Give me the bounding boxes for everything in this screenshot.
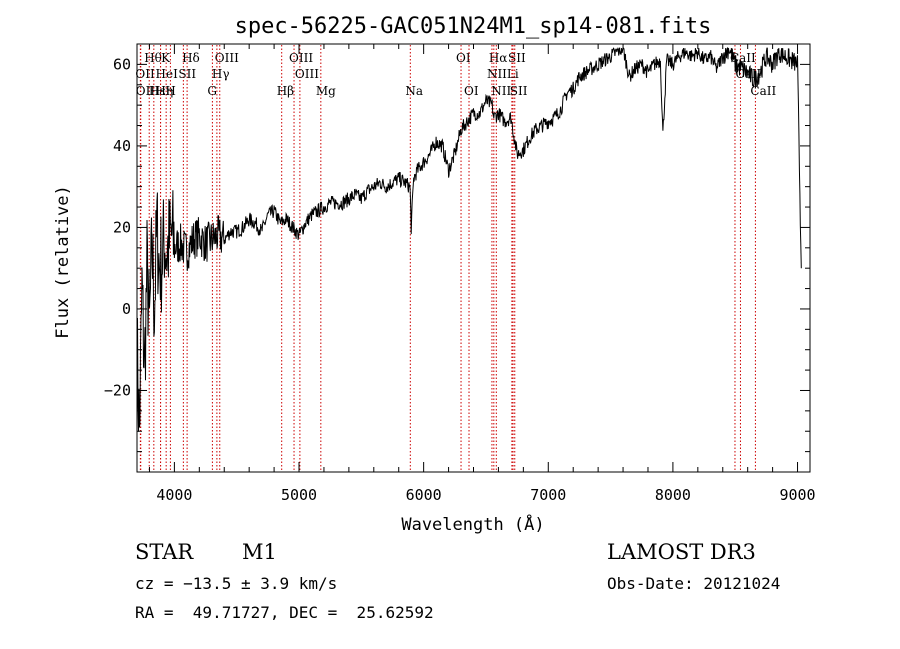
spectrum-line [136, 46, 802, 432]
plot-frame [136, 43, 811, 473]
y-tick-label: −20 [104, 381, 131, 399]
x-tick-label: 6000 [406, 486, 442, 504]
y-axis-label: Flux (relative) [53, 185, 73, 339]
line-label-sii: SII [178, 67, 196, 81]
line-label-mg: Mg [316, 84, 336, 98]
line-label-hη: Hη [156, 84, 174, 98]
line-label-caii: CaII [750, 84, 776, 98]
chart-title: spec-56225-GAC051N24M1_sp14-081.fits [235, 14, 712, 39]
redshift-readout: cz = −13.5 ± 3.9 km/s [135, 574, 338, 593]
spectrum-series [136, 46, 802, 432]
line-label-sii: SII [508, 51, 526, 65]
y-tick-label: 60 [113, 55, 131, 73]
object-class: STAR [135, 540, 194, 564]
line-label-oiii: OIII [289, 51, 313, 65]
line-label-oiii: OIII [295, 67, 319, 81]
object-subclass: M1 [242, 540, 277, 564]
line-label-oi: OI [464, 84, 479, 98]
line-label-hβ: Hβ [277, 84, 294, 98]
line-label-hα: Hα [489, 51, 508, 65]
survey-name: LAMOST DR3 [607, 540, 756, 564]
line-label-hε: Hε [149, 84, 166, 98]
line-label-hei: HeI [156, 67, 179, 81]
x-tick-label: 8000 [655, 486, 691, 504]
line-label-nii: NII [487, 67, 507, 81]
line-label-hγ: Hγ [212, 67, 230, 81]
line-label-sii: SII [510, 84, 528, 98]
line-label-na: Na [405, 84, 423, 98]
coordinates-readout: RA = 49.71727, DEC = 25.62592 [135, 603, 434, 622]
line-label-oi: OI [456, 51, 471, 65]
line-label-k: K [161, 51, 171, 65]
axes: 4000 5000 6000 7000 8000 9000 −20 0 20 40 60 [104, 43, 816, 504]
line-label-oii: OII [135, 67, 155, 81]
line-label-nii: NII [491, 84, 511, 98]
y-tick-label: 20 [113, 218, 131, 236]
x-tick-label: 7000 [530, 486, 566, 504]
line-label-li: Li [507, 67, 519, 81]
line-label-hθ: Hθ [144, 51, 162, 65]
x-tick-label: 4000 [156, 486, 192, 504]
line-label-oii: OII [136, 84, 156, 98]
obs-date: Obs-Date: 20121024 [607, 574, 781, 593]
line-label-hδ: Hδ [182, 51, 200, 65]
x-axis-label: Wavelength (Å) [401, 513, 544, 535]
x-tick-label: 5000 [281, 486, 317, 504]
x-tick-label: 9000 [779, 486, 815, 504]
line-label-h: H [165, 84, 175, 98]
line-label-g: G [207, 84, 217, 98]
line-label-oiii: OIII [215, 51, 239, 65]
y-tick-label: 40 [113, 137, 131, 155]
y-tick-label: 0 [122, 300, 131, 318]
